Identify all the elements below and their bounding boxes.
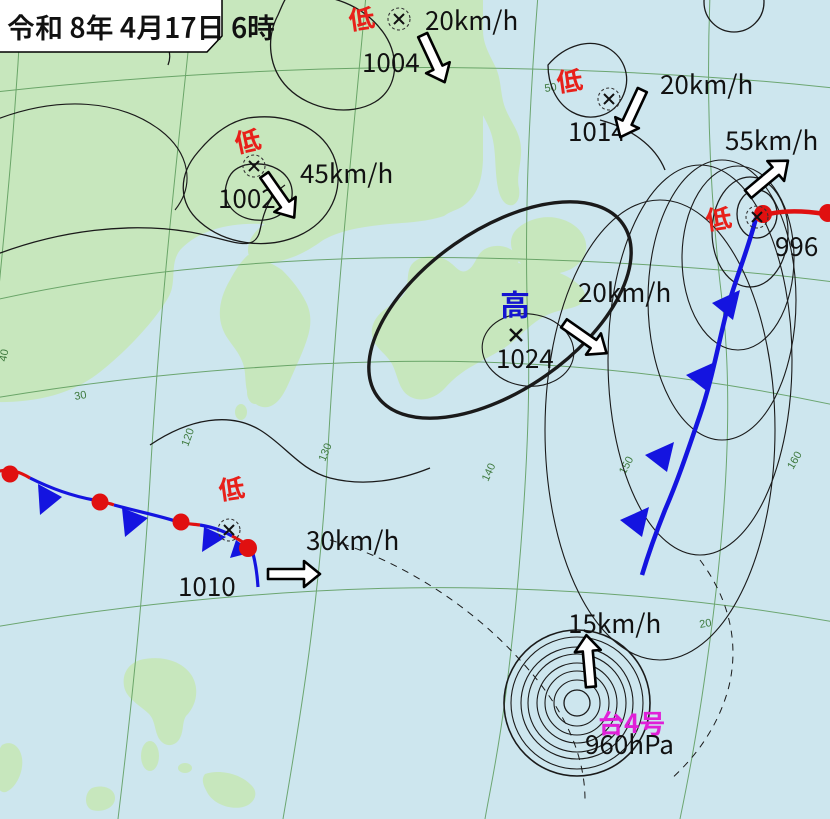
svg-text:20km/h: 20km/h [660, 65, 753, 102]
svg-text:960hPa: 960hPa [585, 725, 674, 762]
svg-text:30: 30 [73, 389, 87, 403]
svg-text:1010: 1010 [178, 567, 236, 604]
svg-text:低: 低 [703, 198, 734, 238]
svg-text:20km/h: 20km/h [425, 1, 518, 38]
svg-text:高: 高 [500, 281, 530, 325]
svg-text:20: 20 [698, 617, 712, 631]
svg-text:令和 8年 4月17日 6時: 令和 8年 4月17日 6時 [7, 7, 275, 47]
svg-text:低: 低 [216, 468, 247, 508]
svg-text:1024: 1024 [496, 339, 554, 376]
svg-text:低: 低 [346, 0, 377, 38]
svg-text:45km/h: 45km/h [300, 154, 393, 191]
svg-text:55km/h: 55km/h [725, 121, 818, 158]
svg-text:15km/h: 15km/h [568, 604, 661, 641]
svg-text:低: 低 [554, 60, 585, 100]
svg-text:30km/h: 30km/h [306, 521, 399, 558]
svg-text:996: 996 [775, 227, 818, 264]
svg-text:1004: 1004 [362, 43, 420, 80]
svg-text:20km/h: 20km/h [578, 273, 671, 310]
